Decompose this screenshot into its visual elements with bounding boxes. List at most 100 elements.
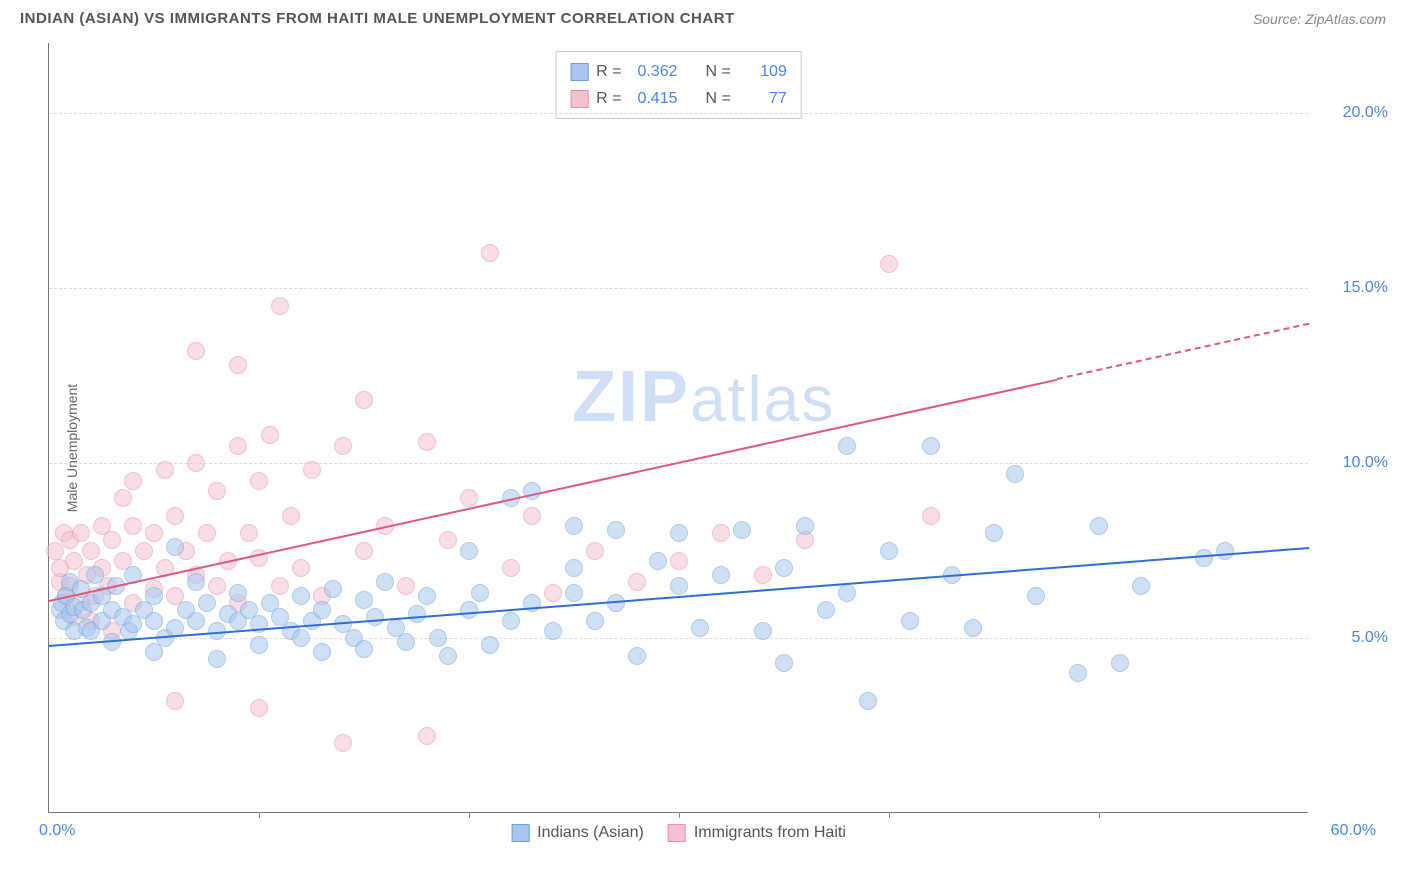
data-point-indians [229, 584, 247, 602]
y-tick-label: 5.0% [1318, 629, 1388, 647]
stats-legend: R =0.362N =109R =0.415N =77 [555, 51, 802, 119]
gridline [49, 288, 1308, 289]
data-point-haiti [72, 524, 90, 542]
x-tick-max: 60.0% [1331, 822, 1376, 840]
data-point-indians [964, 619, 982, 637]
data-point-indians [313, 643, 331, 661]
data-point-indians [313, 601, 331, 619]
gridline [49, 638, 1308, 639]
data-point-haiti [418, 433, 436, 451]
swatch-indians [570, 63, 588, 81]
data-point-haiti [754, 566, 772, 584]
data-point-haiti [103, 531, 121, 549]
data-point-haiti [460, 489, 478, 507]
data-point-indians [670, 524, 688, 542]
data-point-indians [1090, 517, 1108, 535]
stats-row-indians: R =0.362N =109 [570, 58, 787, 85]
data-point-indians [838, 584, 856, 602]
data-point-haiti [250, 472, 268, 490]
x-minor-tick [889, 812, 890, 818]
y-tick-label: 20.0% [1318, 104, 1388, 122]
data-point-haiti [198, 524, 216, 542]
data-point-indians [1027, 587, 1045, 605]
data-point-indians [922, 437, 940, 455]
chart-container: Male Unemployment ZIPatlas R =0.362N =10… [0, 33, 1406, 863]
data-point-indians [460, 542, 478, 560]
plot-area: ZIPatlas R =0.362N =109R =0.415N =77 0.0… [48, 43, 1308, 813]
x-minor-tick [469, 812, 470, 818]
data-point-indians [397, 633, 415, 651]
data-point-indians [439, 647, 457, 665]
n-value: 77 [739, 85, 787, 112]
data-point-indians [429, 629, 447, 647]
data-point-indians [586, 612, 604, 630]
data-point-haiti [282, 507, 300, 525]
r-value: 0.362 [630, 58, 678, 85]
data-point-indians [670, 577, 688, 595]
data-point-indians [187, 573, 205, 591]
data-point-haiti [523, 507, 541, 525]
data-point-haiti [544, 584, 562, 602]
regression-line-haiti [49, 378, 1057, 601]
source-label: Source: ZipAtlas.com [1253, 11, 1386, 27]
swatch-indians [511, 824, 529, 842]
data-point-indians [376, 573, 394, 591]
data-point-haiti [250, 699, 268, 717]
data-point-indians [628, 647, 646, 665]
data-point-haiti [229, 356, 247, 374]
chart-title: INDIAN (ASIAN) VS IMMIGRANTS FROM HAITI … [20, 10, 735, 27]
data-point-haiti [156, 461, 174, 479]
data-point-haiti [439, 531, 457, 549]
data-point-indians [880, 542, 898, 560]
data-point-haiti [124, 517, 142, 535]
data-point-haiti [114, 489, 132, 507]
series-legend: Indians (Asian) Immigrants from Haiti [511, 824, 846, 842]
data-point-haiti [261, 426, 279, 444]
data-point-haiti [240, 524, 258, 542]
data-point-indians [985, 524, 1003, 542]
r-value: 0.415 [630, 85, 678, 112]
data-point-indians [733, 521, 751, 539]
data-point-indians [544, 622, 562, 640]
r-label: R = [596, 58, 621, 85]
data-point-indians [901, 612, 919, 630]
swatch-haiti [668, 824, 686, 842]
data-point-indians [607, 521, 625, 539]
legend-label: Indians (Asian) [537, 824, 644, 842]
data-point-indians [198, 594, 216, 612]
data-point-indians [208, 650, 226, 668]
data-point-haiti [135, 542, 153, 560]
data-point-indians [775, 559, 793, 577]
data-point-indians [418, 587, 436, 605]
regression-line-haiti [1057, 323, 1309, 380]
y-tick-label: 15.0% [1318, 279, 1388, 297]
data-point-haiti [166, 507, 184, 525]
swatch-haiti [570, 90, 588, 108]
data-point-indians [565, 517, 583, 535]
data-point-haiti [292, 559, 310, 577]
data-point-indians [292, 629, 310, 647]
data-point-indians [859, 692, 877, 710]
data-point-indians [324, 580, 342, 598]
data-point-indians [187, 612, 205, 630]
data-point-indians [649, 552, 667, 570]
data-point-indians [166, 538, 184, 556]
r-label: R = [596, 85, 621, 112]
data-point-haiti [334, 734, 352, 752]
data-point-haiti [481, 244, 499, 262]
data-point-haiti [250, 549, 268, 567]
data-point-indians [796, 517, 814, 535]
data-point-indians [250, 636, 268, 654]
watermark: ZIPatlas [572, 356, 835, 438]
data-point-indians [691, 619, 709, 637]
n-label: N = [706, 58, 731, 85]
data-point-haiti [418, 727, 436, 745]
data-point-indians [1111, 654, 1129, 672]
x-minor-tick [1099, 812, 1100, 818]
gridline [49, 113, 1308, 114]
data-point-indians [471, 584, 489, 602]
data-point-haiti [187, 342, 205, 360]
data-point-indians [366, 608, 384, 626]
legend-item-haiti: Immigrants from Haiti [668, 824, 846, 842]
data-point-haiti [502, 559, 520, 577]
